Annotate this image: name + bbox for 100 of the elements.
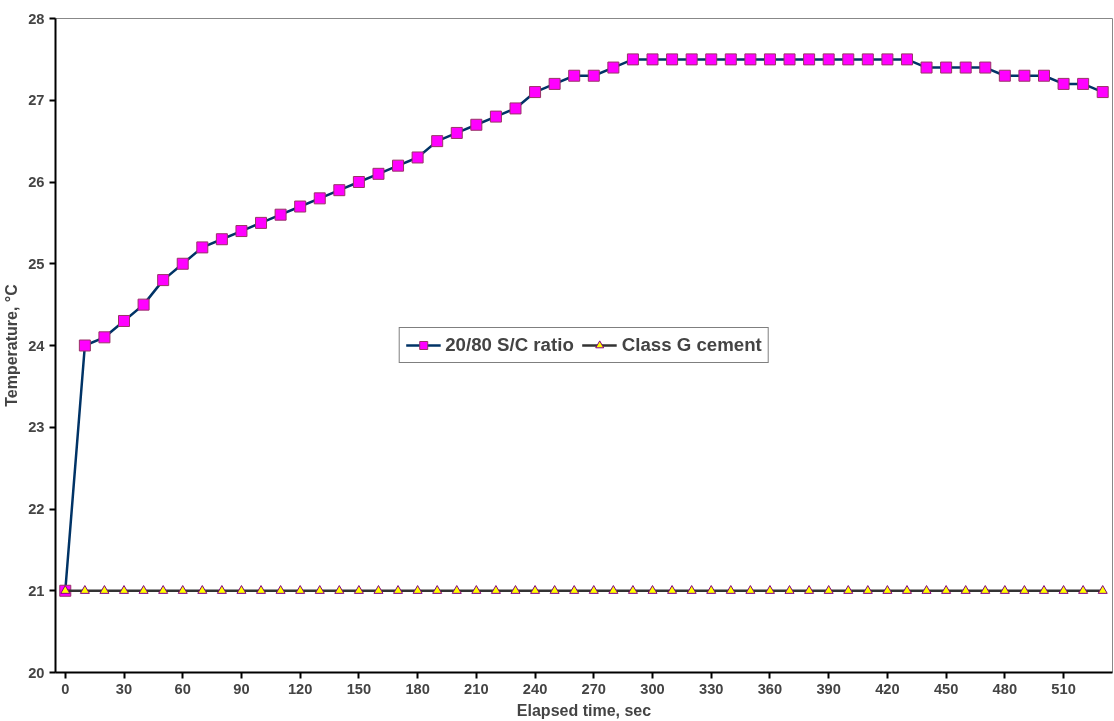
point bbox=[1057, 77, 1070, 90]
point bbox=[295, 585, 306, 594]
point bbox=[412, 585, 423, 594]
legend-label: 20/80 S/C ratio bbox=[445, 334, 574, 356]
x-tick-label: 360 bbox=[757, 680, 783, 697]
point bbox=[431, 135, 444, 148]
point bbox=[78, 339, 91, 352]
x-tick-label: 240 bbox=[522, 680, 548, 697]
y-tick-label: 20 bbox=[28, 664, 45, 681]
y-tick-label: 25 bbox=[28, 255, 45, 272]
point bbox=[119, 585, 130, 594]
point bbox=[216, 585, 227, 594]
point bbox=[489, 110, 502, 123]
x-tick-label: 450 bbox=[933, 680, 959, 697]
point bbox=[393, 585, 404, 594]
point bbox=[725, 585, 736, 594]
point bbox=[862, 585, 873, 594]
point bbox=[706, 585, 717, 594]
point bbox=[548, 77, 561, 90]
point bbox=[745, 585, 756, 594]
point bbox=[450, 126, 463, 139]
point bbox=[274, 208, 287, 221]
point bbox=[79, 585, 90, 594]
point bbox=[783, 53, 796, 66]
point bbox=[177, 585, 188, 594]
x-tick-label: 330 bbox=[699, 680, 724, 697]
point bbox=[608, 585, 619, 594]
point bbox=[352, 176, 365, 188]
point bbox=[1019, 585, 1030, 594]
y-tick-label: 28 bbox=[28, 10, 45, 27]
point bbox=[980, 585, 991, 594]
point bbox=[666, 53, 679, 66]
point bbox=[724, 53, 737, 66]
x-tick-label: 0 bbox=[61, 680, 70, 697]
point bbox=[1097, 585, 1108, 594]
x-tick-label: 480 bbox=[992, 680, 1018, 697]
point bbox=[1037, 69, 1050, 82]
point bbox=[744, 53, 757, 66]
point bbox=[235, 225, 248, 238]
point bbox=[960, 585, 971, 594]
point bbox=[313, 192, 326, 205]
point bbox=[647, 585, 658, 594]
x-tick-label: 270 bbox=[581, 680, 607, 697]
point bbox=[333, 184, 346, 197]
point bbox=[901, 585, 912, 594]
point bbox=[822, 53, 835, 66]
point bbox=[881, 53, 894, 66]
point bbox=[843, 585, 854, 594]
point bbox=[138, 585, 149, 594]
point bbox=[998, 69, 1011, 82]
x-tick-label: 210 bbox=[464, 680, 489, 697]
point bbox=[256, 585, 267, 594]
point bbox=[646, 53, 659, 66]
point bbox=[900, 53, 913, 66]
x-tick-label: 60 bbox=[174, 680, 191, 697]
y-tick-label: 27 bbox=[28, 92, 45, 109]
y-tick-label: 22 bbox=[28, 501, 45, 517]
point bbox=[686, 585, 697, 594]
y-tick-label: 23 bbox=[28, 419, 45, 436]
point bbox=[1018, 69, 1031, 82]
x-axis-title: Elapsed time, sec bbox=[516, 701, 652, 719]
x-tick-label: 510 bbox=[1051, 680, 1076, 697]
point bbox=[588, 585, 599, 594]
point bbox=[549, 585, 560, 594]
point bbox=[372, 167, 385, 180]
x-tick-label: 150 bbox=[346, 680, 372, 697]
point bbox=[99, 585, 110, 594]
point bbox=[392, 159, 405, 172]
point bbox=[509, 102, 522, 115]
point bbox=[215, 233, 228, 246]
point bbox=[921, 585, 932, 594]
point bbox=[861, 53, 874, 66]
point bbox=[1058, 585, 1069, 594]
point bbox=[373, 585, 384, 594]
point bbox=[569, 585, 580, 594]
y-tick-label: 21 bbox=[28, 582, 45, 599]
point bbox=[842, 53, 855, 66]
point bbox=[763, 53, 776, 66]
point bbox=[353, 585, 364, 594]
y-tick-label: 26 bbox=[28, 174, 45, 190]
point bbox=[236, 585, 247, 594]
x-tick-label: 90 bbox=[233, 680, 250, 697]
point bbox=[294, 200, 307, 213]
point bbox=[979, 61, 992, 74]
point bbox=[98, 331, 111, 344]
point bbox=[490, 585, 501, 594]
y-tick-label: 24 bbox=[28, 337, 46, 354]
legend-label: Class G cement bbox=[621, 334, 762, 356]
point bbox=[118, 314, 131, 327]
point bbox=[314, 585, 325, 594]
point bbox=[1078, 585, 1089, 594]
point bbox=[157, 274, 170, 287]
point bbox=[920, 61, 933, 74]
point bbox=[627, 585, 638, 594]
x-tick-label: 30 bbox=[115, 680, 133, 697]
point bbox=[626, 53, 639, 66]
point bbox=[451, 585, 462, 594]
point bbox=[411, 151, 424, 164]
point bbox=[176, 257, 189, 270]
point bbox=[764, 585, 775, 594]
